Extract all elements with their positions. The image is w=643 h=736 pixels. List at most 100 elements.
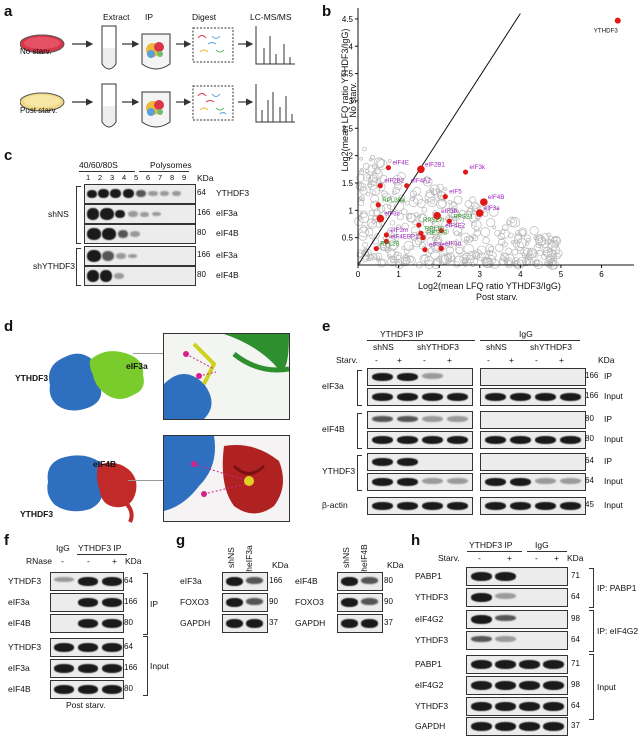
bg-point bbox=[396, 224, 401, 230]
panel-label-c: c bbox=[4, 147, 13, 164]
highlight-label: eIF4EBP1 bbox=[390, 233, 419, 240]
bg-point bbox=[396, 213, 404, 221]
c-kda-1: 166 bbox=[197, 208, 211, 217]
x-tick-label: 1 bbox=[396, 270, 401, 279]
bg-point bbox=[358, 196, 363, 201]
c-fraction-5: 5 bbox=[134, 173, 139, 182]
e-protein-2: eIF4B bbox=[322, 424, 345, 434]
bg-point bbox=[401, 222, 409, 231]
bg-point bbox=[389, 209, 395, 215]
g-left-blot-2 bbox=[222, 614, 268, 633]
bg-point bbox=[537, 249, 543, 256]
bg-point bbox=[394, 182, 402, 191]
e-kda-4: 64 bbox=[585, 456, 594, 465]
bg-point bbox=[521, 253, 527, 258]
panel-d: YTHDF3 eIF3a eIF4B YTHDF3 bbox=[0, 325, 320, 530]
bg-point bbox=[453, 195, 463, 205]
bg-point bbox=[404, 254, 408, 259]
e-blot-row0-L bbox=[367, 368, 473, 386]
bg-point bbox=[447, 242, 454, 249]
e-ip-header: YTHDF3 IP bbox=[380, 329, 424, 339]
panel-label-a: a bbox=[4, 3, 13, 20]
e-sign-3: + bbox=[447, 355, 452, 365]
bg-point bbox=[388, 239, 399, 250]
x-tick-label: 3 bbox=[478, 270, 483, 279]
c-fraction-4: 4 bbox=[122, 173, 127, 182]
bg-point bbox=[516, 257, 527, 267]
c-prot-1: eIF3a bbox=[216, 208, 238, 218]
bg-point bbox=[365, 191, 371, 197]
h-kda-3: 64 bbox=[571, 635, 580, 644]
g-right-kda-1: 90 bbox=[384, 597, 393, 606]
bg-point bbox=[495, 243, 504, 253]
d-label-ythdf3-2: YTHDF3 bbox=[20, 509, 54, 519]
g-left-protein-2: GAPDH bbox=[180, 618, 211, 628]
panel-label-e: e bbox=[322, 318, 331, 335]
highlight-point bbox=[462, 169, 469, 175]
highlight-label: RPS21 bbox=[453, 213, 473, 220]
bg-point bbox=[533, 252, 539, 258]
bg-point bbox=[471, 201, 479, 210]
f-blot-3 bbox=[50, 638, 124, 657]
step-ip: IP bbox=[145, 12, 154, 22]
bg-point bbox=[525, 237, 531, 243]
bg-point bbox=[506, 216, 518, 228]
bg-point bbox=[500, 252, 505, 257]
bg-point bbox=[408, 197, 419, 207]
bg-point bbox=[377, 159, 388, 170]
highlight-point bbox=[433, 211, 441, 220]
c-group-shythdf3: shYTHDF3 bbox=[33, 261, 76, 271]
bg-point bbox=[514, 241, 524, 251]
e-igg-header: IgG bbox=[519, 329, 533, 339]
e-sign-6: - bbox=[535, 355, 538, 365]
bg-point bbox=[362, 242, 368, 248]
h-protein-6: YTHDF3 bbox=[415, 701, 449, 711]
bg-point bbox=[375, 221, 383, 228]
f-ip-label: IP bbox=[150, 599, 159, 609]
d-label-eif4b: eIF4B bbox=[93, 459, 117, 469]
bg-point bbox=[488, 251, 497, 260]
step-extract: Extract bbox=[103, 12, 130, 22]
highlight-label: eIF3k bbox=[470, 164, 486, 171]
bg-point bbox=[524, 241, 530, 246]
highlight-point bbox=[376, 214, 385, 223]
h-blot-1 bbox=[466, 588, 568, 607]
highlight-label: RPL28 bbox=[380, 241, 399, 248]
bg-point bbox=[425, 189, 435, 198]
highlight-point bbox=[614, 17, 621, 24]
e-blot-row3-L bbox=[367, 431, 473, 449]
bg-point bbox=[359, 156, 363, 161]
f-igg: IgG bbox=[56, 543, 70, 553]
bg-point bbox=[438, 253, 449, 264]
bg-point bbox=[465, 235, 474, 243]
bg-point bbox=[403, 241, 414, 251]
bg-point bbox=[518, 227, 528, 237]
y-tick-label: 1.5 bbox=[342, 179, 354, 188]
g-right-blot-1 bbox=[337, 593, 383, 612]
x-tick-label: 4 bbox=[518, 270, 523, 279]
h-protein-1: YTHDF3 bbox=[415, 592, 449, 602]
g-right-protein-0: eIF4B bbox=[295, 576, 318, 586]
bg-point bbox=[360, 197, 365, 202]
bg-point bbox=[357, 260, 362, 265]
e-type-5: Input bbox=[604, 476, 623, 486]
h-sign-0: - bbox=[478, 553, 481, 563]
h-group-0: IP: PABP1 bbox=[597, 583, 637, 593]
bg-point bbox=[445, 240, 451, 246]
bg-point bbox=[424, 199, 430, 204]
g-left-col-0: shNS bbox=[226, 547, 236, 568]
highlight-point bbox=[377, 183, 383, 189]
bg-point bbox=[450, 201, 457, 207]
bg-point bbox=[484, 205, 491, 211]
panel-label-f: f bbox=[4, 532, 9, 549]
bg-point bbox=[368, 222, 374, 228]
g-left-protein-0: eIF3a bbox=[180, 576, 202, 586]
c-blot-eif3a-shythdf3 bbox=[84, 246, 196, 266]
d-zoom-1 bbox=[163, 333, 290, 420]
bg-point bbox=[421, 206, 428, 213]
bg-point bbox=[376, 255, 381, 260]
bg-point bbox=[358, 226, 369, 238]
highlight-point bbox=[438, 245, 444, 252]
bg-point bbox=[552, 236, 561, 246]
bg-point bbox=[471, 221, 477, 227]
